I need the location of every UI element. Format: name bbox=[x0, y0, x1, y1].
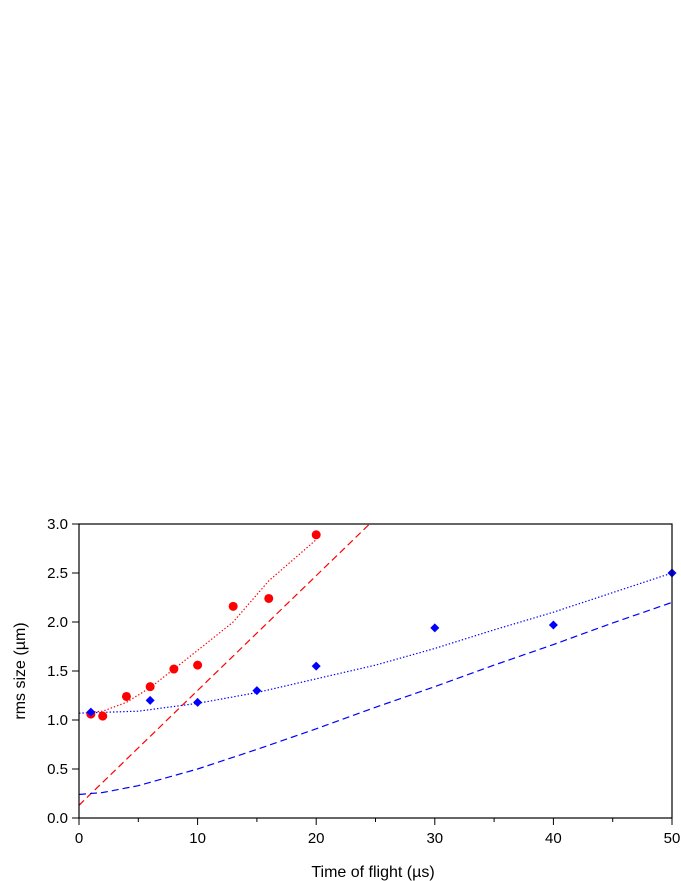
x-tick-label: 10 bbox=[189, 830, 206, 847]
series-lines bbox=[79, 524, 672, 806]
y-tick-label: 0.0 bbox=[47, 810, 68, 827]
data-point-circle bbox=[145, 682, 155, 692]
series-line-dashed-blue bbox=[79, 601, 672, 796]
data-point-diamond bbox=[430, 623, 440, 633]
data-point-diamond bbox=[145, 695, 155, 705]
y-tick-label: 0.5 bbox=[47, 761, 68, 778]
series-line-dotted-blue bbox=[79, 572, 672, 714]
y-tick-label: 1.5 bbox=[47, 663, 68, 680]
y-tick-label: 1.0 bbox=[47, 712, 68, 729]
data-point-circle bbox=[169, 664, 179, 674]
data-point-circle bbox=[264, 593, 274, 603]
y-tick-label: 2.5 bbox=[47, 565, 68, 582]
data-point-circle bbox=[193, 660, 203, 670]
x-tick-label: 20 bbox=[308, 830, 325, 847]
x-tick-label: 40 bbox=[545, 830, 562, 847]
x-tick-label: 30 bbox=[426, 830, 443, 847]
series-line-dotted-red bbox=[90, 539, 317, 713]
plot-frame bbox=[78, 523, 673, 819]
y-tick-label: 2.0 bbox=[47, 614, 68, 631]
y-axis-title: rms size (µm) bbox=[12, 622, 29, 719]
data-point-circle bbox=[98, 711, 108, 721]
x-tick-label: 0 bbox=[75, 830, 83, 847]
data-point-diamond bbox=[311, 661, 321, 671]
data-point-diamond bbox=[193, 697, 203, 707]
data-point-circle bbox=[121, 691, 131, 701]
data-point-circle bbox=[228, 601, 238, 611]
data-point-diamond bbox=[252, 686, 262, 696]
y-tick-label: 3.0 bbox=[47, 516, 68, 533]
x-axis-title: Time of flight (µs) bbox=[311, 864, 434, 881]
data-point-circle bbox=[311, 530, 321, 540]
axis-ticks: 0 10 20 30 40 50 0.0 0.5 1.0 1.5 2.0 2.5 3.0 bbox=[47, 516, 680, 847]
data-point-diamond bbox=[548, 620, 558, 630]
series-line-dashed-red bbox=[79, 524, 370, 806]
plot-area bbox=[79, 524, 677, 806]
x-tick-label: 50 bbox=[664, 830, 681, 847]
data-point-diamond bbox=[86, 707, 96, 717]
